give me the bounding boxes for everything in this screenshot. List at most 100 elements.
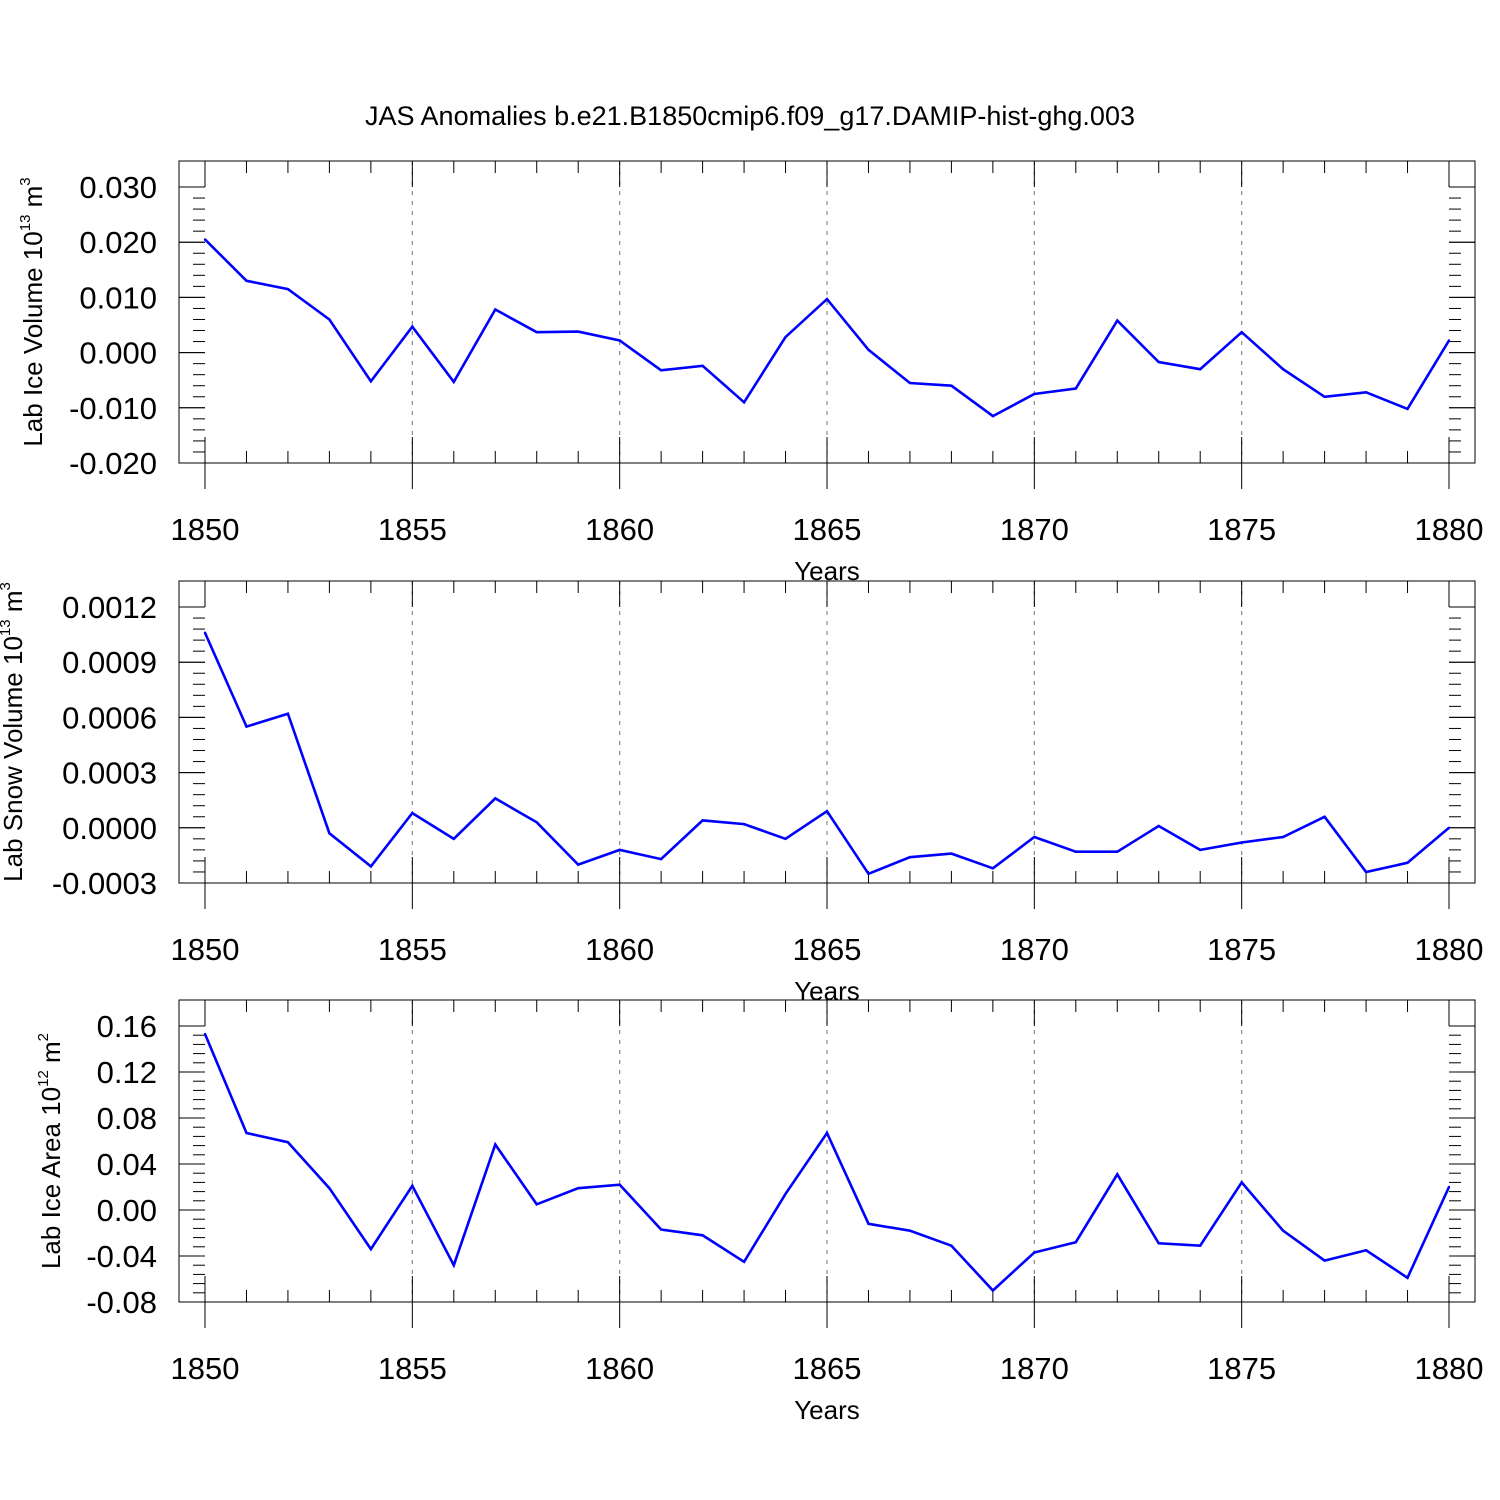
x-tick-label: 1880 — [1415, 932, 1484, 967]
data-point — [328, 318, 331, 321]
data-point — [1281, 367, 1285, 371]
data-point — [1447, 1185, 1451, 1189]
x-tick-label: 1875 — [1207, 512, 1276, 547]
data-point — [1199, 848, 1202, 852]
x-tick-label: 1870 — [1000, 932, 1069, 967]
data-point — [1406, 861, 1409, 864]
data-point — [991, 1289, 995, 1292]
x-tick-label: 1880 — [1415, 512, 1484, 547]
data-point — [328, 1186, 331, 1190]
data-point — [618, 848, 621, 852]
x-tick-label: 1850 — [171, 1351, 240, 1386]
y-axis-label-exp: 12 — [35, 1070, 52, 1087]
data-point — [618, 339, 621, 342]
data-point — [908, 1229, 912, 1232]
data-point — [286, 1140, 290, 1144]
data-point — [991, 414, 995, 418]
data-point — [1157, 824, 1160, 828]
y-tick-label: 0.0012 — [62, 590, 157, 625]
x-tick-label: 1875 — [1207, 932, 1276, 967]
data-point — [1199, 1244, 1202, 1247]
data-point — [245, 1131, 248, 1135]
x-tick-label: 1865 — [793, 1351, 862, 1386]
data-point — [950, 852, 953, 855]
data-point — [1116, 1173, 1119, 1176]
y-tick-label: 0.00 — [97, 1193, 157, 1228]
data-point — [494, 1143, 497, 1146]
x-tick-label: 1870 — [1000, 1351, 1069, 1386]
data-point — [577, 863, 580, 866]
data-point — [867, 348, 870, 352]
data-point — [1281, 1229, 1285, 1232]
data-point — [577, 330, 580, 333]
y-tick-label: 0.0000 — [62, 811, 157, 846]
y-tick-label: 0.0003 — [62, 756, 157, 791]
data-point — [535, 1203, 538, 1206]
data-point — [369, 380, 373, 383]
data-point — [701, 364, 704, 368]
data-point — [245, 279, 248, 283]
x-tick-label: 1880 — [1415, 1351, 1484, 1386]
data-point — [1406, 407, 1409, 411]
y-axis-label: Lab Ice Area 1012 m2 — [35, 1033, 66, 1269]
data-point — [494, 308, 497, 311]
data-point — [825, 810, 829, 813]
data-point — [1199, 367, 1202, 371]
data-point — [1116, 850, 1119, 853]
data-point — [286, 712, 290, 715]
data-point — [1033, 1251, 1036, 1254]
y-axis-label-exp: 13 — [0, 619, 14, 636]
data-point — [452, 837, 455, 841]
y-tick-label: 0.030 — [79, 170, 157, 205]
data-point — [908, 856, 912, 859]
y-axis-label-unit-exp: 2 — [35, 1033, 52, 1041]
figure-title: JAS Anomalies b.e21.B1850cmip6.f09_g17.D… — [365, 101, 1135, 131]
data-point — [411, 325, 414, 328]
data-point — [659, 857, 663, 861]
y-tick-label: 0.020 — [79, 225, 157, 260]
panel-lab-snow-volume: 1850 1855 1860 1865 1870 1875 1880Years-0.0003… — [0, 580, 1484, 1006]
x-tick-label: 1855 — [378, 512, 447, 547]
y-tick-label: -0.0003 — [52, 866, 157, 901]
x-tick-label: 1850 — [171, 932, 240, 967]
x-tick-label: 1860 — [585, 1351, 654, 1386]
data-point — [369, 865, 373, 868]
data-point — [618, 1183, 621, 1186]
data-point — [452, 380, 455, 384]
y-tick-label: -0.010 — [69, 391, 157, 426]
y-tick-label: 0.16 — [97, 1009, 157, 1044]
data-point — [203, 1032, 207, 1036]
data-point — [494, 797, 497, 800]
data-point — [1033, 835, 1036, 839]
data-point — [701, 1234, 704, 1237]
data-point — [1074, 387, 1078, 390]
data-point — [1240, 841, 1243, 844]
y-axis-label: Lab Snow Volume 1013 m3 — [0, 582, 28, 882]
data-point — [1240, 1181, 1243, 1184]
panel-lab-ice-volume: 1850 1855 1860 1865 1870 1875 1880Years-0.020-… — [17, 160, 1484, 586]
data-point — [1033, 392, 1036, 396]
data-point — [1157, 360, 1160, 364]
y-tick-label: 0.0009 — [62, 645, 157, 680]
y-axis-label-unit: m — [36, 1041, 66, 1070]
data-point — [535, 330, 538, 334]
data-point — [1364, 1249, 1368, 1252]
y-tick-label: 0.12 — [97, 1055, 157, 1090]
data-point — [577, 1186, 580, 1190]
y-tick-label: -0.08 — [86, 1285, 157, 1320]
y-axis-label-unit: m — [18, 186, 48, 215]
panel-lab-ice-area: 1850 1855 1860 1865 1870 1875 1880 Years -0.08 -0… — [35, 999, 1484, 1425]
data-point — [1157, 1242, 1160, 1245]
y-tick-label: 0.08 — [97, 1101, 157, 1136]
data-point — [701, 819, 704, 822]
data-point — [286, 287, 290, 291]
data-point — [1281, 835, 1285, 839]
x-tick-label: 1855 — [378, 1351, 447, 1386]
data-point — [867, 872, 870, 875]
data-point — [1116, 319, 1119, 322]
data-point — [908, 381, 912, 385]
y-axis-label-text: Lab Ice Area 10 — [36, 1087, 66, 1269]
x-tick-label: 1850 — [171, 512, 240, 547]
data-point — [742, 401, 746, 404]
